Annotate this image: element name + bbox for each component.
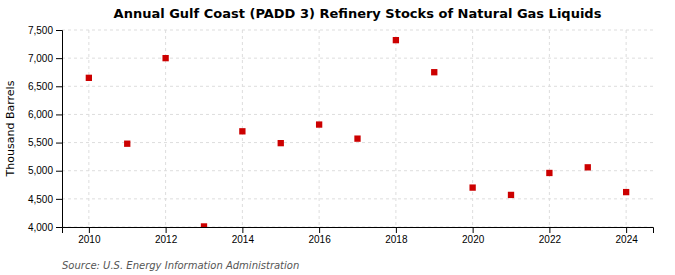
tick-mark — [56, 30, 62, 31]
tick: 6,000 — [28, 109, 62, 120]
tick-label: 6,000 — [28, 109, 53, 120]
points — [86, 37, 630, 227]
tick-mark — [56, 143, 62, 144]
grid-line — [62, 114, 653, 115]
tick-label: 5,500 — [28, 137, 53, 148]
tick-label: 5,000 — [28, 165, 53, 176]
tick: 2020 — [462, 227, 485, 245]
tick-mark — [549, 227, 550, 233]
tick-label: 2016 — [308, 234, 331, 245]
tick: 2024 — [616, 227, 639, 245]
tick: 2016 — [308, 227, 331, 245]
tick-label: 2024 — [616, 234, 639, 245]
point — [585, 164, 591, 170]
tick-label: 2010 — [78, 234, 101, 245]
tick-mark — [56, 227, 62, 228]
grid-line — [62, 86, 653, 87]
tick: 5,500 — [28, 137, 62, 148]
tick-mark — [56, 86, 62, 87]
grid-line — [395, 30, 396, 227]
tick-label: 7,000 — [28, 53, 53, 64]
grid-line — [626, 30, 627, 227]
tick-label: 6,500 — [28, 81, 53, 92]
grid-line — [62, 30, 653, 31]
tick-label: 4,000 — [28, 222, 53, 233]
tick-mark — [56, 199, 62, 200]
tick-label: 2022 — [539, 234, 562, 245]
tick: 2012 — [155, 227, 178, 245]
tick: 7,500 — [28, 25, 62, 36]
point — [278, 140, 284, 146]
grid-line — [62, 58, 653, 59]
y-axis: 4,000 4,500 5,000 5,500 6,000 6,500 7,000 7,500 — [28, 25, 63, 233]
point — [623, 189, 629, 195]
y-axis-title: Thousand Barrels — [4, 80, 17, 177]
grid-line — [549, 30, 550, 227]
point — [354, 135, 360, 141]
grid-line — [62, 142, 653, 143]
tick-mark — [242, 227, 243, 233]
grid-line — [472, 30, 473, 227]
tick-label: 2020 — [462, 234, 485, 245]
tick-mark — [56, 114, 62, 115]
tick: 4,500 — [28, 194, 62, 205]
tick: 4,000 — [28, 222, 62, 233]
grid-line — [319, 30, 320, 227]
axis-line — [56, 31, 63, 228]
point — [86, 75, 92, 81]
title: Annual Gulf Coast (PADD 3) Refinery Stoc… — [114, 6, 602, 21]
point — [508, 192, 514, 198]
tick: 6,500 — [28, 81, 62, 92]
tick: 2010 — [78, 227, 101, 245]
point — [239, 128, 245, 134]
point — [469, 184, 475, 190]
tick-mark — [473, 227, 474, 233]
grid — [62, 30, 653, 227]
grid-line — [62, 170, 653, 171]
point — [546, 170, 552, 176]
tick: 2022 — [539, 227, 562, 245]
tick-mark — [626, 227, 627, 233]
tick-label: 7,500 — [28, 25, 53, 36]
point — [162, 55, 168, 61]
plot: 2010 2012 2014 2016 2018 2020 2022 2024 4,000 4,5… — [28, 25, 654, 245]
tick-mark — [166, 227, 167, 233]
grid-line — [88, 30, 89, 227]
axis-line — [63, 228, 654, 234]
tick: 7,000 — [28, 53, 62, 64]
tick: 5,000 — [28, 165, 62, 176]
tick-label: 2018 — [385, 234, 408, 245]
tick: 2018 — [385, 227, 408, 245]
x-axis: 2010 2012 2014 2016 2018 2020 2022 2024 — [63, 227, 654, 245]
tick-mark — [89, 227, 90, 233]
point — [316, 121, 322, 127]
point — [124, 141, 130, 147]
tick-label: 2014 — [232, 234, 255, 245]
tick-mark — [319, 227, 320, 233]
point — [201, 223, 207, 227]
tick-mark — [56, 58, 62, 59]
tick-mark — [396, 227, 397, 233]
point — [431, 69, 437, 75]
tick-mark — [56, 171, 62, 172]
point — [393, 37, 399, 43]
tick: 2014 — [232, 227, 255, 245]
chart: 2010 2012 2014 2016 2018 2020 2022 2024 4,000 4,5… — [0, 0, 675, 275]
source: Source: U.S. Energy Information Administ… — [62, 260, 299, 271]
grid-line — [62, 198, 653, 199]
tick-label: 4,500 — [28, 194, 53, 205]
tick-label: 2012 — [155, 234, 178, 245]
